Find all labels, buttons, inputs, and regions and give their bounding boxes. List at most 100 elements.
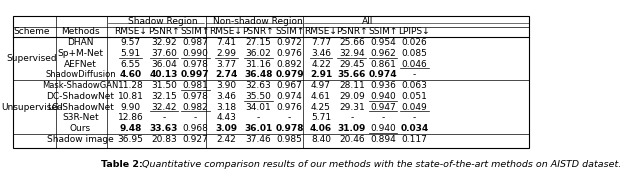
- Text: 12.86: 12.86: [118, 113, 143, 122]
- Text: Ours: Ours: [70, 124, 91, 133]
- Text: -: -: [413, 70, 416, 79]
- Text: SSIM↑: SSIM↑: [369, 27, 397, 36]
- Text: 0.927: 0.927: [182, 135, 208, 144]
- Text: 0.049: 0.049: [401, 103, 428, 112]
- Text: 32.94: 32.94: [339, 49, 365, 58]
- Text: 0.976: 0.976: [276, 49, 303, 58]
- Text: 0.997: 0.997: [181, 70, 209, 79]
- Text: 0.026: 0.026: [401, 38, 428, 47]
- Text: 3.46: 3.46: [216, 92, 236, 101]
- Text: 3.90: 3.90: [216, 81, 236, 90]
- Text: SSIM↑: SSIM↑: [180, 27, 210, 36]
- Text: All: All: [362, 17, 373, 26]
- Text: 0.967: 0.967: [276, 81, 303, 90]
- Text: RMSE↓: RMSE↓: [209, 27, 243, 36]
- Text: Shadow image: Shadow image: [47, 135, 114, 144]
- Text: 4.60: 4.60: [120, 70, 141, 79]
- Text: 10.81: 10.81: [118, 92, 143, 101]
- Text: 5.71: 5.71: [311, 113, 331, 122]
- Text: 11.28: 11.28: [118, 81, 143, 90]
- Text: 0.962: 0.962: [370, 49, 396, 58]
- Text: 0.979: 0.979: [275, 70, 304, 79]
- Text: SSIM↑: SSIM↑: [275, 27, 305, 36]
- Text: Sp+M-Net: Sp+M-Net: [58, 49, 104, 58]
- Text: 4.06: 4.06: [310, 124, 332, 133]
- Text: 0.987: 0.987: [182, 38, 208, 47]
- Text: 34.01: 34.01: [246, 103, 271, 112]
- Text: 0.981: 0.981: [182, 81, 208, 90]
- Text: 36.48: 36.48: [244, 70, 273, 79]
- Text: 0.974: 0.974: [277, 92, 303, 101]
- Text: Scheme: Scheme: [13, 27, 50, 36]
- Bar: [13, 16, 529, 148]
- Text: 0.972: 0.972: [277, 38, 303, 47]
- Text: Table 2:: Table 2:: [101, 160, 143, 169]
- Text: Methods: Methods: [61, 27, 100, 36]
- Text: 32.92: 32.92: [151, 38, 177, 47]
- Text: 5.91: 5.91: [120, 49, 141, 58]
- Text: 20.83: 20.83: [151, 135, 177, 144]
- Text: 36.04: 36.04: [151, 60, 177, 69]
- Text: Non-shadow Region: Non-shadow Region: [213, 17, 303, 26]
- Text: 9.90: 9.90: [120, 103, 141, 112]
- Text: 20.46: 20.46: [339, 135, 365, 144]
- Text: 4.61: 4.61: [311, 92, 331, 101]
- Text: 32.15: 32.15: [151, 92, 177, 101]
- Text: 31.09: 31.09: [337, 124, 366, 133]
- Text: 0.982: 0.982: [182, 103, 208, 112]
- Text: 0.978: 0.978: [182, 92, 208, 101]
- Text: DHAN: DHAN: [67, 38, 93, 47]
- Text: -: -: [288, 113, 291, 122]
- Text: 2.74: 2.74: [215, 70, 237, 79]
- Text: S3R-Net: S3R-Net: [62, 113, 99, 122]
- Text: 0.990: 0.990: [182, 49, 208, 58]
- Text: 0.976: 0.976: [276, 103, 303, 112]
- Text: 0.892: 0.892: [277, 60, 303, 69]
- Text: 0.968: 0.968: [182, 124, 208, 133]
- Text: 6.55: 6.55: [120, 60, 141, 69]
- Text: 32.63: 32.63: [246, 81, 271, 90]
- Text: 32.42: 32.42: [151, 103, 177, 112]
- Text: 28.11: 28.11: [339, 81, 365, 90]
- Text: 3.09: 3.09: [215, 124, 237, 133]
- Text: 7.41: 7.41: [216, 38, 236, 47]
- Text: LG-ShadowNet: LG-ShadowNet: [47, 103, 114, 112]
- Text: -: -: [350, 113, 353, 122]
- Text: 0.947: 0.947: [370, 103, 396, 112]
- Text: PSNR↑: PSNR↑: [336, 27, 367, 36]
- Text: 27.15: 27.15: [246, 38, 271, 47]
- Text: 0.051: 0.051: [401, 92, 428, 101]
- Text: 0.940: 0.940: [370, 124, 396, 133]
- Text: 2.42: 2.42: [216, 135, 236, 144]
- Text: 0.117: 0.117: [401, 135, 428, 144]
- Text: 33.63: 33.63: [150, 124, 178, 133]
- Text: 37.46: 37.46: [246, 135, 271, 144]
- Text: 31.50: 31.50: [151, 81, 177, 90]
- Text: -: -: [257, 113, 260, 122]
- Text: 4.97: 4.97: [311, 81, 331, 90]
- Text: 0.034: 0.034: [400, 124, 429, 133]
- Text: 29.45: 29.45: [339, 60, 365, 69]
- Text: 40.13: 40.13: [150, 70, 178, 79]
- Text: Mask-ShadowGAN: Mask-ShadowGAN: [42, 81, 118, 90]
- Text: 36.01: 36.01: [244, 124, 273, 133]
- Text: 3.77: 3.77: [216, 60, 236, 69]
- Text: -: -: [413, 113, 416, 122]
- Text: 35.50: 35.50: [246, 92, 271, 101]
- Text: 0.978: 0.978: [275, 124, 304, 133]
- Text: 0.974: 0.974: [369, 70, 397, 79]
- Text: 0.954: 0.954: [370, 38, 396, 47]
- Text: 4.25: 4.25: [311, 103, 331, 112]
- Text: 31.16: 31.16: [246, 60, 271, 69]
- Text: 0.063: 0.063: [401, 81, 428, 90]
- Text: 3.46: 3.46: [311, 49, 331, 58]
- Text: 36.02: 36.02: [246, 49, 271, 58]
- Text: AEFNet: AEFNet: [64, 60, 97, 69]
- Text: RMSE↓: RMSE↓: [114, 27, 147, 36]
- Text: 0.861: 0.861: [370, 60, 396, 69]
- Text: Supervised: Supervised: [6, 54, 57, 63]
- Text: 0.085: 0.085: [401, 49, 428, 58]
- Text: 2.99: 2.99: [216, 49, 236, 58]
- Text: PSNR↑: PSNR↑: [243, 27, 274, 36]
- Text: 3.18: 3.18: [216, 103, 236, 112]
